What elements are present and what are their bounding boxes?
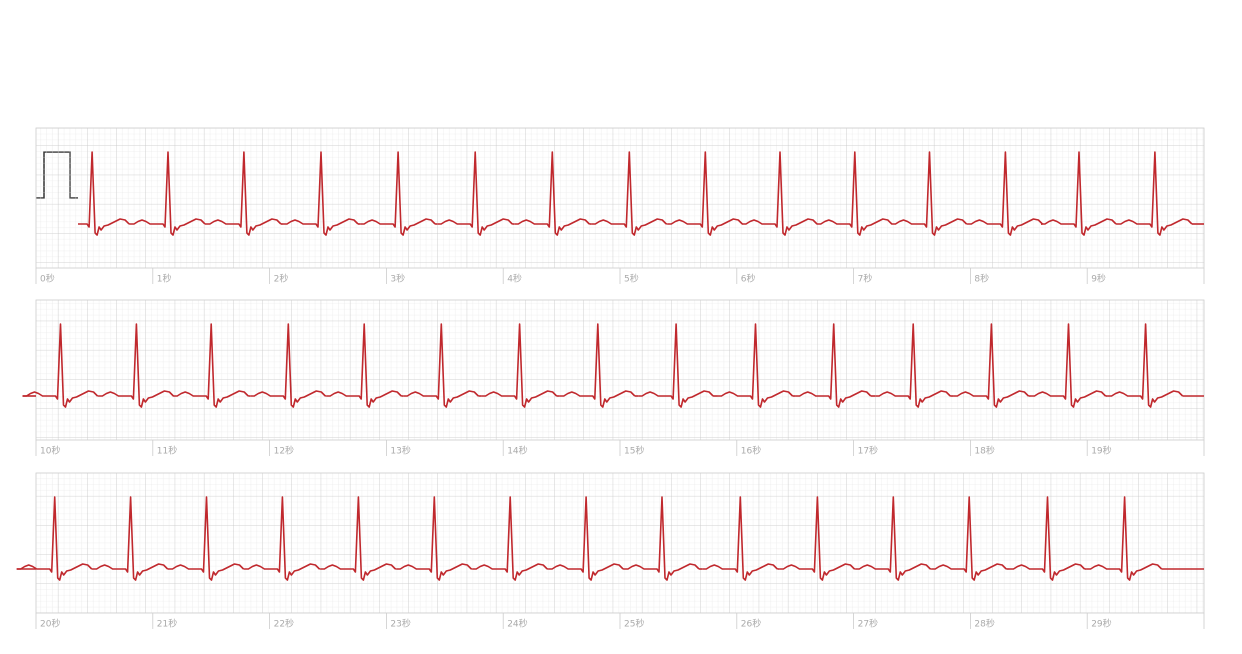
heartbeat (1116, 151, 1193, 236)
x-tick-label: 8秒 (974, 273, 989, 285)
heartbeat (548, 496, 624, 581)
heartbeat (78, 151, 130, 236)
x-tick-label: 14秒 (507, 445, 527, 457)
heartbeat (931, 496, 1007, 581)
heartbeat (22, 323, 99, 408)
heartbeat (130, 151, 206, 236)
x-tick-label: 15秒 (624, 445, 644, 457)
heartbeat (244, 496, 320, 581)
heartbeat (481, 323, 558, 408)
x-tick-label: 20秒 (40, 618, 60, 630)
heartbeat (326, 323, 402, 408)
heartbeat (591, 151, 667, 236)
x-tick-label: 27秒 (858, 618, 878, 630)
grid (35, 299, 1205, 441)
grid (35, 127, 1205, 269)
heartbeat (205, 151, 282, 236)
heartbeat (855, 496, 931, 581)
heartbeat (250, 323, 326, 408)
x-tick-label: 25秒 (624, 618, 644, 630)
x-tick-label: 11秒 (157, 445, 177, 457)
x-tick-label: 28秒 (974, 618, 994, 630)
x-tick-label: 13秒 (390, 445, 410, 457)
heartbeat (168, 496, 245, 581)
x-tick-label: 5秒 (624, 273, 639, 285)
x-tick-label: 21秒 (157, 618, 177, 630)
x-tick-label: 16秒 (741, 445, 761, 457)
heartbeat (396, 496, 472, 581)
x-tick-label: 23秒 (390, 618, 410, 630)
x-tick-label: 2秒 (274, 273, 289, 285)
heartbeat (717, 323, 794, 408)
heartbeat (1009, 496, 1086, 581)
heartbeat (875, 323, 951, 408)
heartbeat (472, 496, 548, 581)
x-tick-label: 0秒 (40, 273, 55, 285)
heartbeat (173, 323, 249, 408)
heartbeat (967, 151, 1043, 236)
x-tick-label: 29秒 (1091, 618, 1111, 630)
heartbeat (1030, 323, 1107, 408)
x-tick-label: 3秒 (390, 273, 405, 285)
heartbeat (360, 151, 436, 236)
heartbeat (779, 496, 855, 581)
waveform (16, 496, 1204, 581)
heartbeat (702, 496, 778, 581)
heartbeat (953, 323, 1029, 408)
waveform (78, 151, 1204, 236)
heartbeat (1086, 496, 1163, 581)
heartbeat (283, 151, 359, 236)
heartbeat (403, 323, 479, 408)
x-tick-label: 6秒 (741, 273, 756, 285)
x-tick-label: 22秒 (274, 618, 294, 630)
x-tick-label: 1秒 (157, 273, 172, 285)
heartbeat (667, 151, 743, 236)
heartbeat (1041, 151, 1117, 236)
heartbeat (624, 496, 700, 581)
grid (35, 472, 1205, 614)
x-tick-label: 7秒 (858, 273, 873, 285)
heartbeat (320, 496, 396, 581)
heartbeat (98, 323, 174, 408)
x-tick-label: 24秒 (507, 618, 527, 630)
heartbeat (1107, 323, 1184, 408)
x-tick-label: 4秒 (507, 273, 522, 285)
heartbeat (92, 496, 169, 581)
x-tick-label: 18秒 (974, 445, 994, 457)
x-tick-label: 26秒 (741, 618, 761, 630)
heartbeat (638, 323, 714, 408)
x-tick-label: 9秒 (1091, 273, 1106, 285)
heartbeat (891, 151, 968, 236)
heartbeat (795, 323, 872, 408)
x-tick-label: 12秒 (274, 445, 294, 457)
x-tick-label: 10秒 (40, 445, 60, 457)
heartbeat (16, 496, 93, 581)
heartbeat (514, 151, 590, 236)
x-tick-label: 17秒 (858, 445, 878, 457)
x-tick-label: 19秒 (1091, 445, 1111, 457)
heartbeat (816, 151, 893, 236)
heartbeat (559, 323, 636, 408)
waveform (22, 323, 1204, 408)
heartbeat (437, 151, 513, 236)
heartbeat (742, 151, 818, 236)
